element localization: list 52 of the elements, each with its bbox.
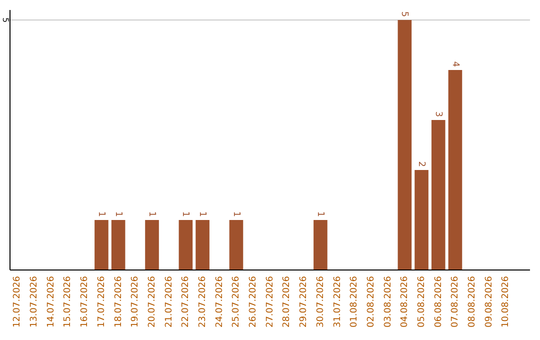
x-tick-label: 26.07.2026 xyxy=(248,276,259,328)
x-tick-label: 10.08.2026 xyxy=(501,276,512,328)
data-label: 1 xyxy=(112,211,123,217)
x-tick-label: 21.07.2026 xyxy=(164,276,174,328)
x-tick-label: 15.07.2026 xyxy=(63,276,74,328)
bar xyxy=(314,220,328,270)
data-label: 5 xyxy=(399,11,410,17)
x-tick-label: 24.07.2026 xyxy=(214,276,225,328)
bar xyxy=(229,220,244,270)
bar xyxy=(178,220,193,270)
x-tick-label: 31.07.2026 xyxy=(332,276,343,328)
x-tick-label: 23.07.2026 xyxy=(198,276,208,328)
data-label: 2 xyxy=(416,161,426,167)
x-tick-label: 22.07.2026 xyxy=(181,276,192,328)
x-tick-label: 20.07.2026 xyxy=(147,276,158,328)
data-label: 3 xyxy=(432,111,443,117)
data-label: 1 xyxy=(230,211,241,217)
x-tick-label: 12.07.2026 xyxy=(12,276,23,328)
data-label: 1 xyxy=(96,211,106,217)
bar xyxy=(94,220,108,270)
bar xyxy=(111,220,126,270)
bar xyxy=(431,120,446,270)
x-tick-label: 13.07.2026 xyxy=(30,276,40,328)
x-tick-label: 18.07.2026 xyxy=(114,276,124,328)
data-label: 4 xyxy=(450,61,460,68)
x-tick-label: 27.07.2026 xyxy=(265,276,276,328)
bar xyxy=(398,20,412,270)
data-label: 1 xyxy=(146,211,157,217)
x-tick-label: 19.07.2026 xyxy=(130,276,141,328)
x-tick-label: 08.08.2026 xyxy=(468,276,478,328)
data-label: 1 xyxy=(180,211,190,217)
x-tick-label: 17.07.2026 xyxy=(96,276,107,328)
x-tick-label: 06.08.2026 xyxy=(434,276,444,328)
x-tick-label: 03.08.2026 xyxy=(383,276,394,328)
x-tick-label: 02.08.2026 xyxy=(366,276,376,328)
x-tick-label: 16.07.2026 xyxy=(80,276,90,328)
bar xyxy=(196,220,210,270)
x-tick-label: 29.07.2026 xyxy=(299,276,310,328)
bar xyxy=(145,220,159,270)
x-tick-label: 07.08.2026 xyxy=(450,276,461,328)
data-label: 1 xyxy=(197,211,208,217)
x-tick-label: 25.07.2026 xyxy=(232,276,242,328)
x-tick-label: 14.07.2026 xyxy=(46,276,56,328)
bar xyxy=(414,170,428,270)
data-label: 1 xyxy=(314,211,326,217)
x-tick-label: 01.08.2026 xyxy=(350,276,360,328)
x-tick-label: 30.07.2026 xyxy=(316,276,326,328)
x-tick-label: 09.08.2026 xyxy=(484,276,494,328)
x-tick-label: 28.07.2026 xyxy=(282,276,292,328)
x-tick-label: 05.08.2026 xyxy=(416,276,427,328)
bar xyxy=(448,70,462,270)
x-tick-label: 04.08.2026 xyxy=(400,276,410,328)
